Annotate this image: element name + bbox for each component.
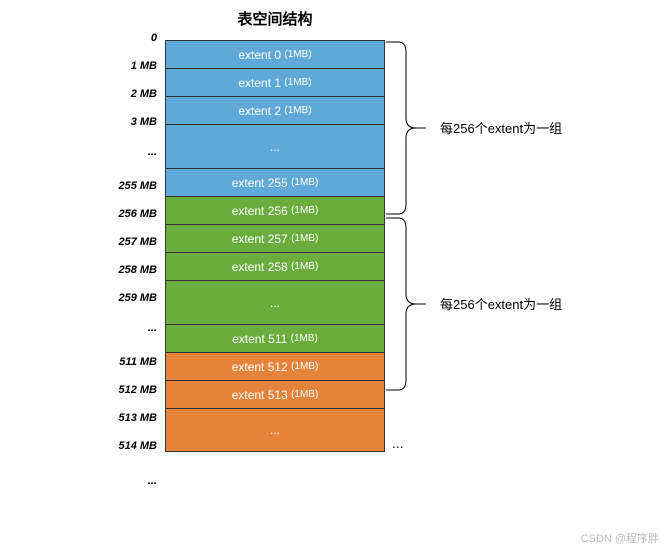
y-label-512: 512 MB (101, 384, 157, 396)
y-label-dots3: ... (101, 475, 157, 487)
diagram-title: 表空间结构 (165, 8, 385, 29)
y-label-dots1: ... (101, 146, 157, 158)
y-label-514: 514 MB (101, 440, 157, 452)
y-label-1: 1 MB (101, 60, 157, 72)
extent-row-1: extent 1 (1MB) (165, 68, 385, 96)
extent-row-511: extent 511 (1MB) (165, 324, 385, 352)
extent-stack: extent 0 (1MB) extent 1 (1MB) extent 2 (… (165, 40, 385, 452)
y-label-256: 256 MB (101, 208, 157, 220)
extent-row-513: extent 513 (1MB) (165, 380, 385, 408)
bracket-group1 (386, 40, 436, 216)
y-label-3: 3 MB (101, 116, 157, 128)
tablespace-diagram: 表空间结构 0 1 MB 2 MB 3 MB ... 255 MB 256 MB… (0, 0, 671, 552)
extent-row-2: extent 2 (1MB) (165, 96, 385, 124)
extent-row-g1-dots: ... (165, 124, 385, 168)
bracket-label-2: 每256个extent为一组 (440, 294, 562, 313)
extent-row-512: extent 512 (1MB) (165, 352, 385, 380)
extent-row-255: extent 255 (1MB) (165, 168, 385, 196)
extent-row-g3-dots: ... (165, 408, 385, 452)
y-label-255: 255 MB (101, 180, 157, 192)
watermark: CSDN @程序胖 (581, 530, 659, 546)
y-label-259: 259 MB (101, 292, 157, 304)
y-label-513: 513 MB (101, 412, 157, 424)
extent-row-g2-dots: ... (165, 280, 385, 324)
extent-row-256: extent 256 (1MB) (165, 196, 385, 224)
trailing-dots: ... (392, 435, 404, 451)
y-label-257: 257 MB (101, 236, 157, 248)
y-label-0: 0 (101, 32, 157, 44)
extent-row-257: extent 257 (1MB) (165, 224, 385, 252)
extent-row-0: extent 0 (1MB) (165, 40, 385, 68)
y-label-dots2: ... (101, 322, 157, 334)
y-label-2: 2 MB (101, 88, 157, 100)
bracket-group2 (386, 216, 436, 392)
y-label-258: 258 MB (101, 264, 157, 276)
extent-row-258: extent 258 (1MB) (165, 252, 385, 280)
y-label-511: 511 MB (101, 356, 157, 368)
bracket-label-1: 每256个extent为一组 (440, 118, 562, 137)
